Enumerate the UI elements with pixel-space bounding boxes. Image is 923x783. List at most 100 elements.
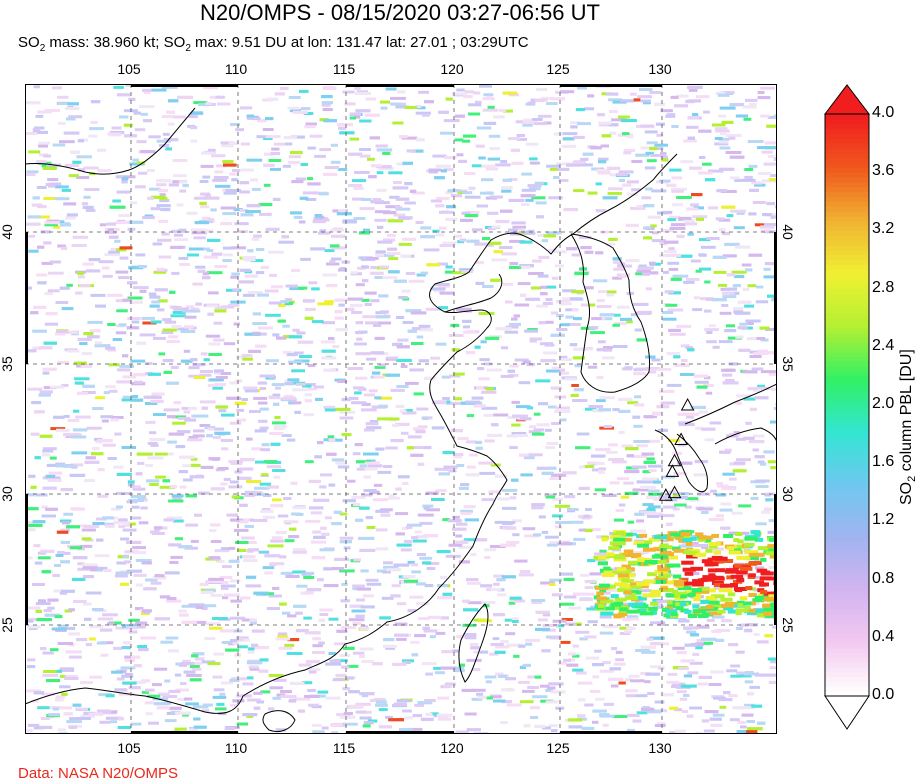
so2-pixel — [425, 508, 440, 512]
so2-pixel — [442, 684, 453, 688]
so2-pixel — [507, 369, 515, 373]
so2-pixel — [365, 97, 376, 101]
so2-pixel — [307, 146, 316, 150]
so2-pixel — [686, 415, 694, 419]
so2-pixel — [623, 149, 635, 152]
so2-pixel — [386, 417, 400, 421]
so2-pixel — [364, 303, 372, 306]
so2-pixel — [769, 666, 777, 670]
so2-pixel — [767, 460, 777, 464]
so2-pixel — [355, 352, 371, 356]
so2-pixel — [342, 722, 358, 726]
so2-pixel — [454, 114, 465, 118]
so2-pixel — [179, 485, 187, 489]
so2-pixel — [101, 419, 109, 423]
so2-pixel — [479, 84, 492, 88]
so2-pixel — [572, 654, 580, 658]
so2-pixel — [500, 543, 516, 547]
so2-pixel — [559, 418, 567, 422]
so2-pixel — [28, 723, 40, 727]
so2-pixel — [395, 207, 411, 211]
so2-pixel — [210, 523, 221, 527]
so2-pixel — [624, 630, 632, 634]
so2-pixel — [695, 731, 703, 734]
so2-pixel — [724, 242, 740, 246]
so2-pixel — [193, 376, 206, 379]
so2-pixel — [40, 717, 50, 720]
so2-pixel — [715, 217, 725, 221]
so2-pixel — [217, 467, 229, 470]
so2-pixel — [179, 613, 189, 617]
so2-pixel — [649, 642, 663, 646]
so2-pixel — [439, 244, 455, 247]
so2-pixel — [430, 199, 443, 203]
so2-pixel — [359, 716, 372, 720]
so2-pixel — [304, 316, 314, 320]
so2-pixel — [263, 460, 278, 464]
so2-pixel — [596, 299, 605, 303]
so2-pixel — [222, 259, 232, 262]
so2-pixel — [505, 300, 513, 304]
so2-pixel — [296, 584, 308, 588]
so2-pixel — [742, 436, 755, 440]
so2-pixel — [437, 262, 448, 266]
so2-pixel — [679, 697, 688, 701]
so2-pixel — [467, 601, 482, 605]
so2-pixel — [34, 561, 43, 565]
so2-pixel — [484, 548, 496, 552]
so2-pixel — [418, 359, 429, 363]
so2-pixel — [508, 93, 519, 97]
so2-pixel — [395, 206, 402, 210]
so2-pixel — [675, 729, 686, 733]
so2-pixel — [288, 96, 301, 99]
so2-pixel — [672, 274, 689, 278]
so2-pixel — [706, 331, 713, 334]
so2-pixel — [319, 148, 332, 152]
so2-pixel — [763, 450, 775, 454]
so2-pixel — [647, 159, 657, 163]
lat-tick-left: 25 — [0, 617, 15, 633]
so2-pixel — [517, 417, 532, 421]
so2-pixel — [590, 528, 601, 532]
so2-pixel — [664, 290, 674, 294]
so2-pixel — [612, 257, 622, 261]
so2-pixel — [509, 446, 518, 450]
so2-pixel — [188, 247, 204, 251]
so2-pixel — [50, 648, 59, 652]
so2-pixel — [208, 148, 216, 152]
so2-pixel — [500, 209, 513, 213]
so2-pixel — [79, 342, 88, 345]
so2-pixel — [60, 246, 68, 250]
so2-pixel — [350, 271, 358, 275]
so2-pixel — [190, 307, 200, 311]
so2-pixel — [341, 433, 352, 437]
so2-pixel — [149, 304, 160, 308]
so2-pixel — [271, 383, 285, 387]
so2-pixel — [674, 503, 687, 507]
so2-pixel — [159, 193, 166, 197]
so2-pixel — [174, 233, 184, 237]
so2-pixel — [732, 469, 747, 473]
so2-pixel — [176, 203, 184, 207]
so2-pixel — [189, 665, 200, 668]
so2-pixel — [43, 670, 57, 673]
so2-pixel — [193, 429, 205, 433]
so2-pixel — [157, 299, 168, 303]
so2-pixel — [253, 396, 268, 400]
so2-pixel — [657, 367, 672, 371]
so2-pixel — [688, 88, 698, 92]
so2-pixel — [47, 598, 59, 602]
so2-pixel — [682, 219, 695, 222]
so2-pixel — [328, 652, 336, 655]
so2-pixel — [275, 531, 287, 535]
so2-pixel — [643, 204, 655, 208]
so2-pixel — [57, 244, 66, 248]
so2-pixel — [511, 161, 524, 165]
so2-pixel — [127, 281, 138, 285]
so2-pixel — [282, 350, 292, 354]
so2-pixel — [107, 457, 117, 460]
so2-pixel — [625, 694, 636, 698]
so2-pixel — [464, 518, 479, 522]
so2-pixel — [625, 689, 638, 693]
so2-pixel — [112, 199, 121, 203]
